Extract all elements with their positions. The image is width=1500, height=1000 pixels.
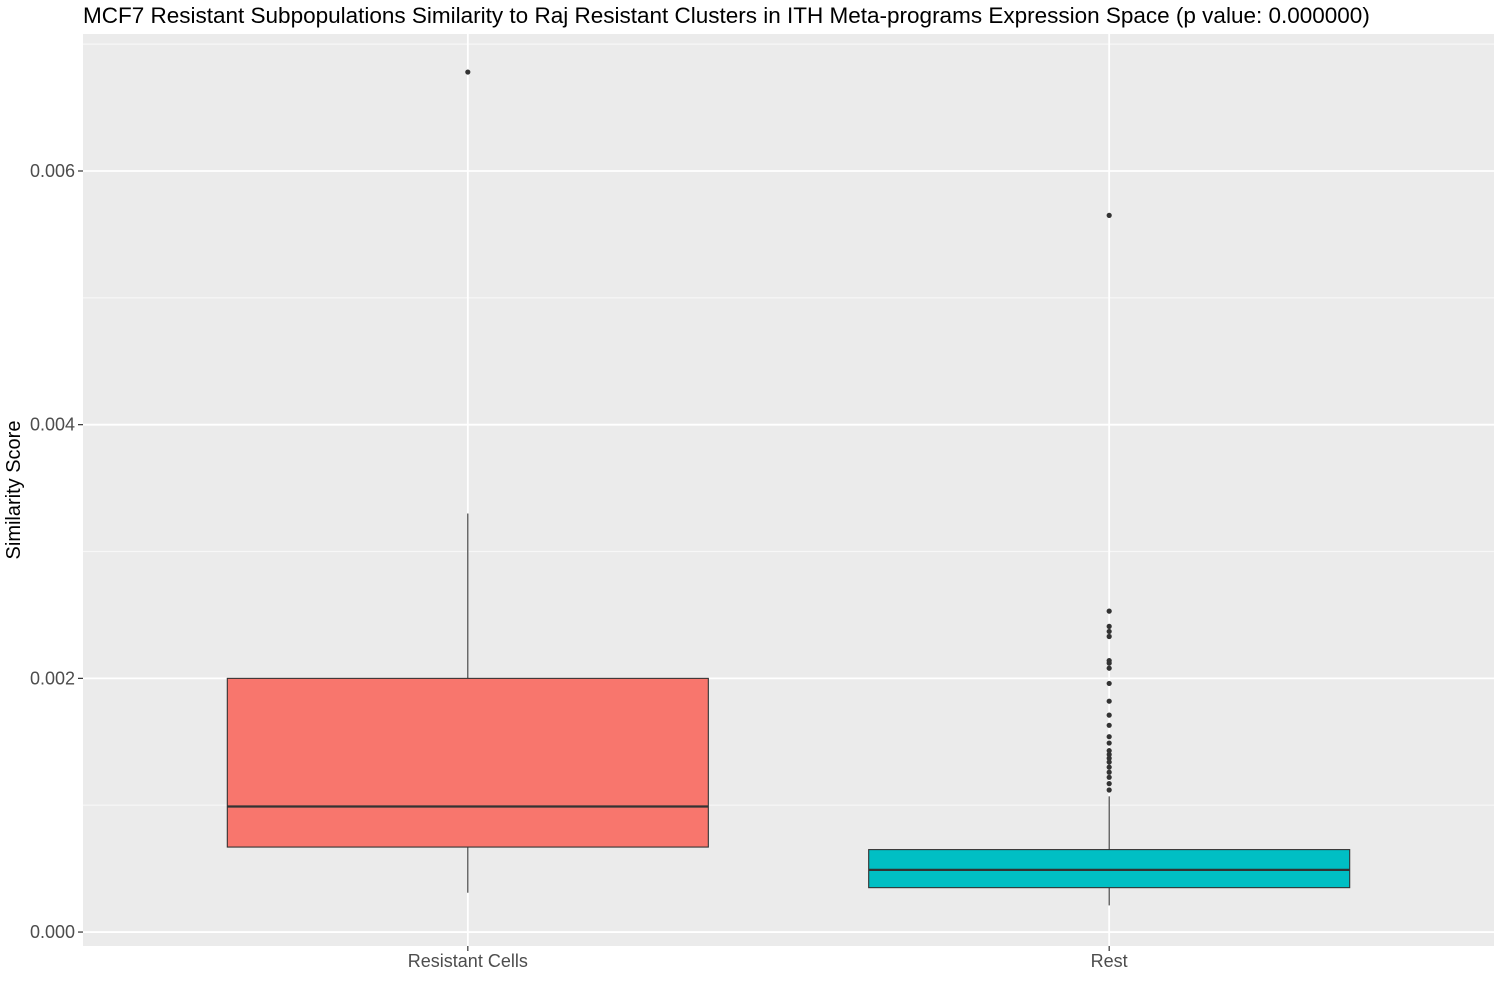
outlier-point	[1106, 660, 1112, 666]
y-axis: 0.000 0.002 0.004 0.006	[30, 161, 83, 942]
outlier-point	[1106, 751, 1112, 758]
box-resistant-cells	[226, 69, 709, 893]
outlier-point	[1106, 781, 1112, 787]
outlier-point	[1106, 734, 1112, 740]
x-axis: Resistant Cells Rest	[408, 946, 1128, 971]
box-body	[868, 849, 1351, 889]
outlier-point	[1106, 608, 1112, 614]
outlier-point	[1106, 740, 1112, 746]
box-body	[226, 677, 709, 848]
box-rest	[868, 212, 1351, 906]
outlier-point	[1106, 712, 1112, 718]
outlier-point	[1106, 748, 1112, 754]
outlier-point	[1106, 759, 1112, 765]
x-tick-label: Resistant Cells	[408, 951, 528, 971]
outlier-point	[1106, 698, 1112, 704]
outlier-point	[1106, 628, 1112, 635]
x-tick-label: Rest	[1091, 951, 1128, 971]
outlier-point	[1106, 633, 1112, 640]
outlier-point	[1106, 680, 1112, 687]
outlier-point	[1106, 212, 1112, 218]
y-tick-label: 0.006	[30, 161, 75, 181]
y-axis-title: Similarity Score	[3, 421, 25, 560]
y-tick-label: 0.002	[30, 668, 75, 688]
outlier-point	[1106, 774, 1112, 780]
outlier-point	[1106, 623, 1112, 629]
outlier-point	[1106, 755, 1112, 761]
outlier-point	[465, 69, 471, 75]
box-series	[226, 69, 1351, 906]
outlier-point	[1106, 722, 1112, 728]
outlier-point	[1106, 764, 1112, 770]
chart-title: MCF7 Resistant Subpopulations Similarity…	[83, 3, 1370, 28]
y-tick-label: 0.004	[30, 415, 75, 435]
outlier-point	[1106, 665, 1112, 671]
outlier-point	[1106, 787, 1112, 793]
outlier-point	[1106, 769, 1112, 775]
y-tick-label: 0.000	[30, 922, 75, 942]
